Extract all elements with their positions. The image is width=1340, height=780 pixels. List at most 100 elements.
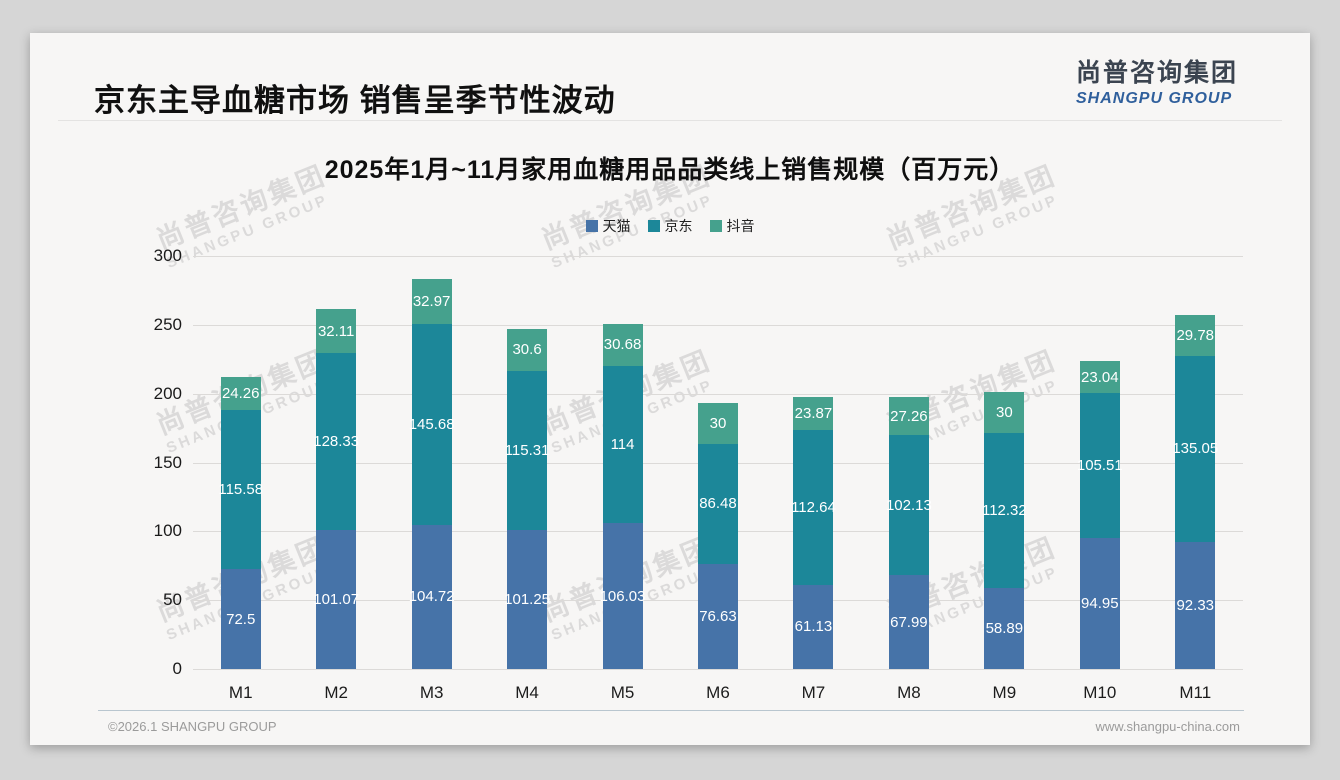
- y-tick-label: 150: [153, 452, 182, 472]
- stacked-bar: 23.04 105.51 94.95: [1076, 361, 1123, 669]
- bar-value-label: 61.13: [794, 618, 833, 636]
- bar-segment: 101.25: [504, 529, 551, 669]
- x-tick-label: M11: [1179, 683, 1212, 702]
- legend-swatch: [647, 220, 660, 232]
- y-tick-label: 300: [153, 246, 182, 265]
- bar-value-label: 115.31: [504, 441, 550, 459]
- stacked-bar: 24.26 115.58 72.5: [218, 376, 264, 669]
- bar-segment: 23.04: [1079, 361, 1120, 394]
- bar-value-label: 101.25: [504, 590, 551, 608]
- bar-column: 32.11 128.33 101.07: [288, 256, 383, 669]
- title-divider: [58, 120, 1282, 121]
- logo-chinese-text: 尚普咨询集团: [1075, 59, 1238, 87]
- bar-value-label: 102.13: [885, 496, 932, 514]
- bar-value-label: 101.07: [313, 590, 360, 608]
- bar-segment: 86.48: [697, 444, 738, 564]
- bar-value-label: 112.64: [791, 498, 836, 516]
- bar-column: 30 112.32 58.89: [957, 256, 1052, 669]
- stacked-bar: 32.11 128.33 101.07: [313, 309, 360, 669]
- bar-column: 30 86.48 76.63: [670, 256, 765, 669]
- y-axis: 0 50 100 150 200 250 300: [130, 246, 182, 678]
- company-logo: 尚普咨询集团 SHANGPU GROUP: [1076, 53, 1238, 108]
- bar-segment: 23.87: [793, 396, 834, 430]
- bar-segment: 94.95: [1079, 538, 1120, 669]
- x-tick-label: M5: [610, 683, 635, 702]
- stacked-bar: 30.68 114 106.03: [599, 323, 646, 669]
- bar-value-label: 32.11: [317, 322, 355, 340]
- x-tick-label: M8: [897, 683, 921, 702]
- bar-value-label: 115.58: [218, 481, 264, 499]
- bar-column: 23.87 112.64 61.13: [766, 256, 861, 669]
- bar-segment: 32.11: [316, 309, 357, 354]
- bar-segment: 30.68: [602, 323, 643, 367]
- bar-segment: 112.64: [791, 429, 836, 585]
- bar-segment: 30: [697, 403, 738, 445]
- bar-segment: 145.68: [408, 324, 455, 525]
- bar-value-label: 23.87: [794, 404, 833, 422]
- footer-divider: [98, 710, 1244, 711]
- bar-segment: 115.58: [218, 410, 264, 570]
- bar-value-label: 58.89: [985, 619, 1024, 637]
- chart-legend: 天猫 京东 抖音: [30, 216, 1310, 236]
- bar-segment: 114: [602, 366, 643, 524]
- slide-card: 尚普咨询集团 SHANGPU GROUP 尚普咨询集团 SHANGPU GROUP 尚普…: [30, 33, 1310, 745]
- legend-item: 抖音: [709, 216, 755, 236]
- x-tick-label: M9: [992, 683, 1017, 702]
- bar-column: 23.04 105.51 94.95: [1052, 256, 1147, 669]
- bar-column: 32.97 145.68 104.72: [384, 256, 479, 669]
- bar-value-label: 86.48: [699, 495, 737, 513]
- bar-column: 30.6 115.31 101.25: [479, 256, 574, 669]
- y-tick-label: 250: [153, 314, 182, 334]
- y-tick-label: 50: [163, 590, 182, 610]
- bar-value-label: 72.5: [226, 610, 256, 628]
- bar-segment: 101.07: [313, 529, 360, 669]
- stacked-bar: 29.78 135.05 92.33: [1172, 315, 1219, 669]
- bar-value-label: 30.68: [603, 336, 642, 354]
- bar-segment: 58.89: [984, 587, 1025, 669]
- bar-value-label: 105.51: [1076, 457, 1123, 475]
- bar-value-label: 94.95: [1081, 595, 1119, 613]
- bar-segment: 112.32: [981, 433, 1027, 588]
- y-tick-label: 200: [153, 383, 182, 403]
- bar-column: 27.26 102.13 67.99: [861, 256, 956, 669]
- x-tick-label: M4: [515, 683, 539, 702]
- chart-title: 2025年1月~11月家用血糖用品品类线上销售规模（百万元）: [324, 156, 1016, 184]
- bar-segment: 67.99: [888, 575, 929, 669]
- bar-value-label: 92.33: [1176, 596, 1215, 614]
- bar-value-label: 30: [709, 415, 727, 433]
- y-tick-label: 100: [153, 521, 182, 541]
- bar-column: 30.68 114 106.03: [575, 256, 670, 669]
- x-tick-label: M6: [706, 683, 730, 702]
- x-tick-label: M10: [1083, 683, 1117, 702]
- page-title: 京东主导血糖市场 销售呈季节性波动: [94, 83, 616, 118]
- bar-value-label: 112.32: [981, 502, 1027, 520]
- legend-item: 京东: [647, 216, 693, 236]
- x-tick-label: M2: [324, 683, 348, 702]
- bar-segment: 30: [984, 392, 1025, 434]
- copyright-text: ©2026.1 SHANGPU GROUP: [108, 719, 277, 734]
- bar-value-label: 104.72: [408, 588, 455, 606]
- bar-segment: 92.33: [1175, 541, 1216, 669]
- plot-area: 24.26 115.58 72.5 32.11 128.33 101.07 32.97 145…: [193, 256, 1243, 670]
- gridline: [193, 669, 1243, 670]
- bar-segment: 32.97: [411, 278, 452, 325]
- stacked-bar: 23.87 112.64 61.13: [791, 396, 836, 669]
- bar-segment: 105.51: [1076, 393, 1123, 539]
- bar-segment: 72.5: [220, 569, 261, 669]
- bar-value-label: 30.6: [512, 341, 542, 359]
- bar-segment: 27.26: [888, 397, 929, 435]
- bar-value-label: 145.68: [408, 416, 455, 434]
- bar-segment: 106.03: [599, 523, 646, 669]
- bar-value-label: 24.26: [221, 384, 260, 402]
- bar-value-label: 106.03: [599, 587, 646, 605]
- legend-label: 京东: [664, 218, 693, 234]
- stacked-bar: 30 112.32 58.89: [981, 392, 1027, 669]
- website-url: www.shangpu-china.com: [1095, 719, 1240, 734]
- bar-value-label: 135.05: [1172, 440, 1219, 458]
- bar-column: 29.78 135.05 92.33: [1148, 256, 1243, 669]
- bar-segment: 24.26: [220, 376, 261, 411]
- gridline: [193, 393, 1243, 395]
- stacked-bar: 32.97 145.68 104.72: [408, 278, 455, 669]
- bar-value-label: 29.78: [1176, 327, 1215, 344]
- y-tick-label: 0: [172, 659, 182, 678]
